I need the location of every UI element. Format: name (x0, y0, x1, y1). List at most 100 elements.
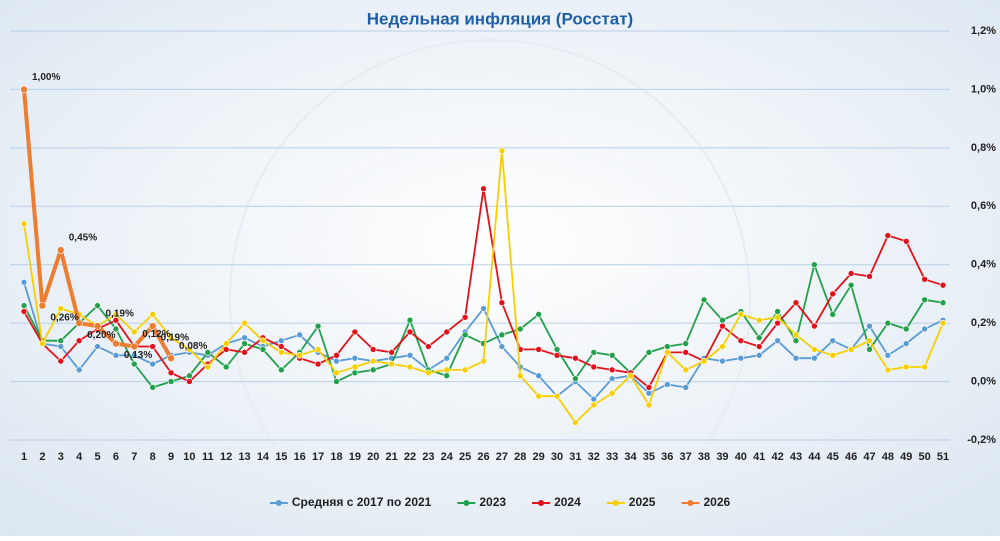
data-point (149, 384, 156, 391)
x-tick-label: 32 (588, 451, 600, 463)
data-point (112, 351, 120, 359)
legend-label: Средняя с 2017 по 2021 (292, 495, 432, 509)
data-point (351, 369, 359, 377)
data-point (112, 311, 120, 318)
data-point (902, 363, 910, 371)
data-point (259, 337, 267, 344)
data-point (516, 325, 524, 333)
x-tick-label: 10 (183, 451, 195, 463)
data-point (902, 325, 910, 333)
data-point (737, 354, 745, 362)
data-point (241, 349, 248, 356)
legend-marker (612, 500, 619, 506)
data-point (425, 343, 432, 350)
x-tick-label: 30 (551, 451, 563, 463)
data-point (38, 301, 47, 310)
data-point (774, 313, 781, 321)
data-point (663, 349, 671, 356)
data-point (351, 328, 359, 336)
data-point (443, 366, 451, 374)
data-point (296, 331, 304, 339)
data-point (884, 232, 892, 239)
data-point (645, 401, 653, 409)
data-point (314, 346, 322, 353)
x-tick-label: 24 (441, 451, 454, 463)
data-point (902, 238, 910, 245)
y-tick-label: 0,6% (971, 200, 996, 212)
data-point (498, 343, 506, 350)
data-point (75, 319, 83, 327)
x-tick-label: 16 (294, 451, 306, 463)
x-tick-label: 9 (168, 451, 174, 463)
data-point (719, 316, 726, 324)
data-point (130, 342, 139, 351)
data-label: 0,12% (142, 329, 170, 340)
data-point (56, 246, 65, 254)
y-tick-label: 1,2% (971, 25, 996, 37)
data-point (333, 378, 340, 385)
x-tick-label: 8 (150, 451, 156, 463)
legend-item: 2025 (606, 495, 656, 509)
data-point (884, 319, 892, 327)
legend: Средняя с 2017 по 2021 2023 2024 2025 2026 (269, 495, 730, 509)
plot: 1,00%0,26%0,45%0,20%0,19%0,13%0,12%0,19%… (20, 72, 947, 426)
data-point (278, 337, 285, 344)
data-point (39, 340, 46, 347)
data-point (921, 296, 928, 304)
data-point (20, 85, 28, 94)
x-tick-label: 23 (422, 451, 434, 463)
x-tick-label: 20 (367, 451, 379, 463)
data-point (93, 322, 102, 330)
data-point (516, 372, 524, 380)
data-point (333, 369, 340, 377)
x-tick-label: 12 (220, 451, 232, 463)
data-point (811, 322, 818, 330)
data-point (388, 349, 395, 356)
data-point (149, 343, 156, 350)
data-point (866, 273, 873, 280)
data-point (645, 349, 653, 356)
x-tick-label: 6 (113, 451, 119, 463)
data-point (498, 331, 506, 339)
x-tick-label: 27 (496, 451, 508, 463)
x-tick-label: 51 (937, 451, 949, 463)
data-point (259, 346, 267, 353)
data-point (663, 381, 671, 388)
data-point (755, 334, 763, 342)
data-point (847, 270, 855, 277)
data-point (811, 354, 818, 362)
data-point (921, 276, 928, 283)
data-point (590, 363, 598, 371)
x-tick-label: 29 (533, 451, 545, 463)
data-point (406, 328, 414, 336)
y-tick-label: 0,0% (971, 375, 996, 387)
legend-label: 2026 (703, 495, 730, 509)
legend-label: 2023 (479, 495, 506, 509)
x-tick-label: 38 (698, 451, 710, 463)
data-point (792, 354, 800, 362)
watermark (229, 39, 751, 541)
data-point (627, 372, 634, 380)
data-point (75, 337, 83, 344)
data-point (57, 337, 65, 344)
chart-title: Недельная инфляция (Росстат) (367, 9, 633, 28)
x-tick-label: 7 (131, 451, 137, 463)
x-tick-label: 42 (771, 451, 783, 463)
data-point (186, 378, 193, 385)
x-tick-label: 2 (39, 451, 45, 463)
data-point (774, 337, 781, 344)
x-tick-label: 50 (918, 451, 930, 463)
data-point (369, 366, 377, 374)
data-point (57, 343, 65, 350)
data-point (939, 281, 947, 289)
x-tick-label: 48 (882, 451, 894, 463)
data-point (608, 389, 616, 397)
data-point (663, 343, 671, 350)
data-point (608, 366, 616, 374)
data-point (719, 343, 726, 350)
data-point (75, 366, 83, 374)
data-point (222, 340, 230, 347)
data-point (406, 316, 414, 324)
data-point (241, 334, 248, 342)
